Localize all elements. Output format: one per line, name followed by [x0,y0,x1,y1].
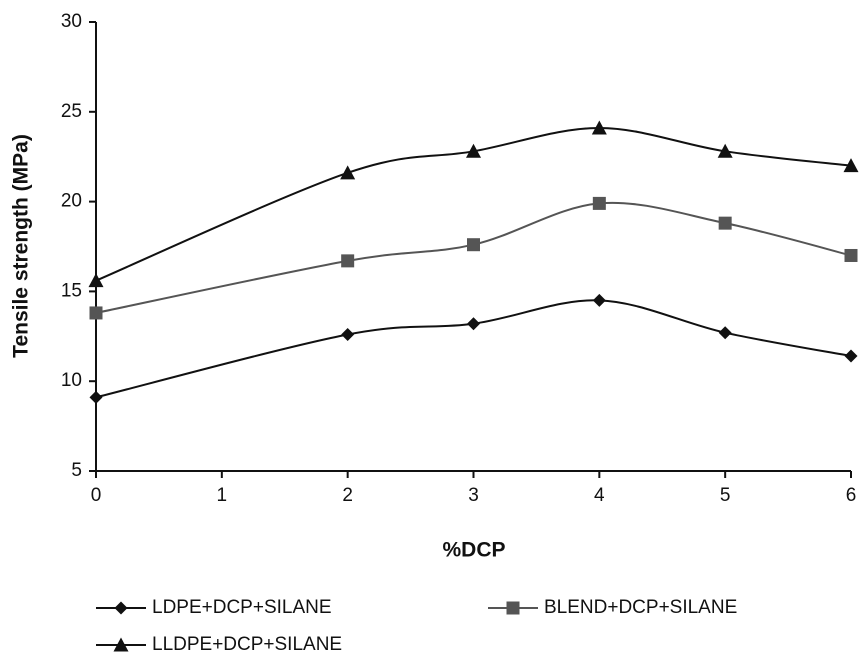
y-tick-label: 30 [61,11,82,32]
x-axis-title: %DCP [442,539,505,562]
data-point [89,306,103,320]
data-point [844,349,858,363]
legend-label: LDPE+DCP+SILANE [152,597,332,618]
legend-label: LLDPE+DCP+SILANE [152,634,342,655]
data-point [467,238,480,252]
legend-marker [114,601,128,615]
data-point [843,158,859,173]
series-line [95,126,852,282]
y-axis-title: Tensile strength (MPa) [10,134,33,358]
y-tick-label: 5 [71,460,82,481]
series-line [95,201,852,314]
legend-label: BLEND+DCP+SILANE [544,597,737,618]
data-point [89,390,103,404]
data-point [466,143,481,158]
x-tick-label: 4 [594,485,605,506]
data-point [718,326,732,340]
data-point [592,293,606,307]
data-point [717,143,733,158]
data-point [88,273,104,288]
data-point [718,216,732,230]
y-tick-label: 20 [61,191,82,212]
data-point [467,317,480,331]
data-point [340,165,356,180]
data-point [341,254,355,268]
x-tick-label: 0 [91,485,102,506]
legend-marker [506,601,520,615]
x-tick-label: 2 [342,485,353,506]
y-tick-label: 15 [61,280,82,301]
series-line [95,299,852,399]
legend-marker [113,637,129,652]
data-point [844,248,858,262]
x-tick-label: 1 [217,485,228,506]
data-point [591,120,607,135]
x-tick-label: 6 [846,485,857,506]
y-tick-label: 10 [61,370,82,391]
x-tick-label: 5 [720,485,731,506]
y-tick-label: 25 [61,101,82,122]
x-tick-label: 3 [468,485,479,506]
data-point [341,328,355,342]
data-point [592,196,606,210]
